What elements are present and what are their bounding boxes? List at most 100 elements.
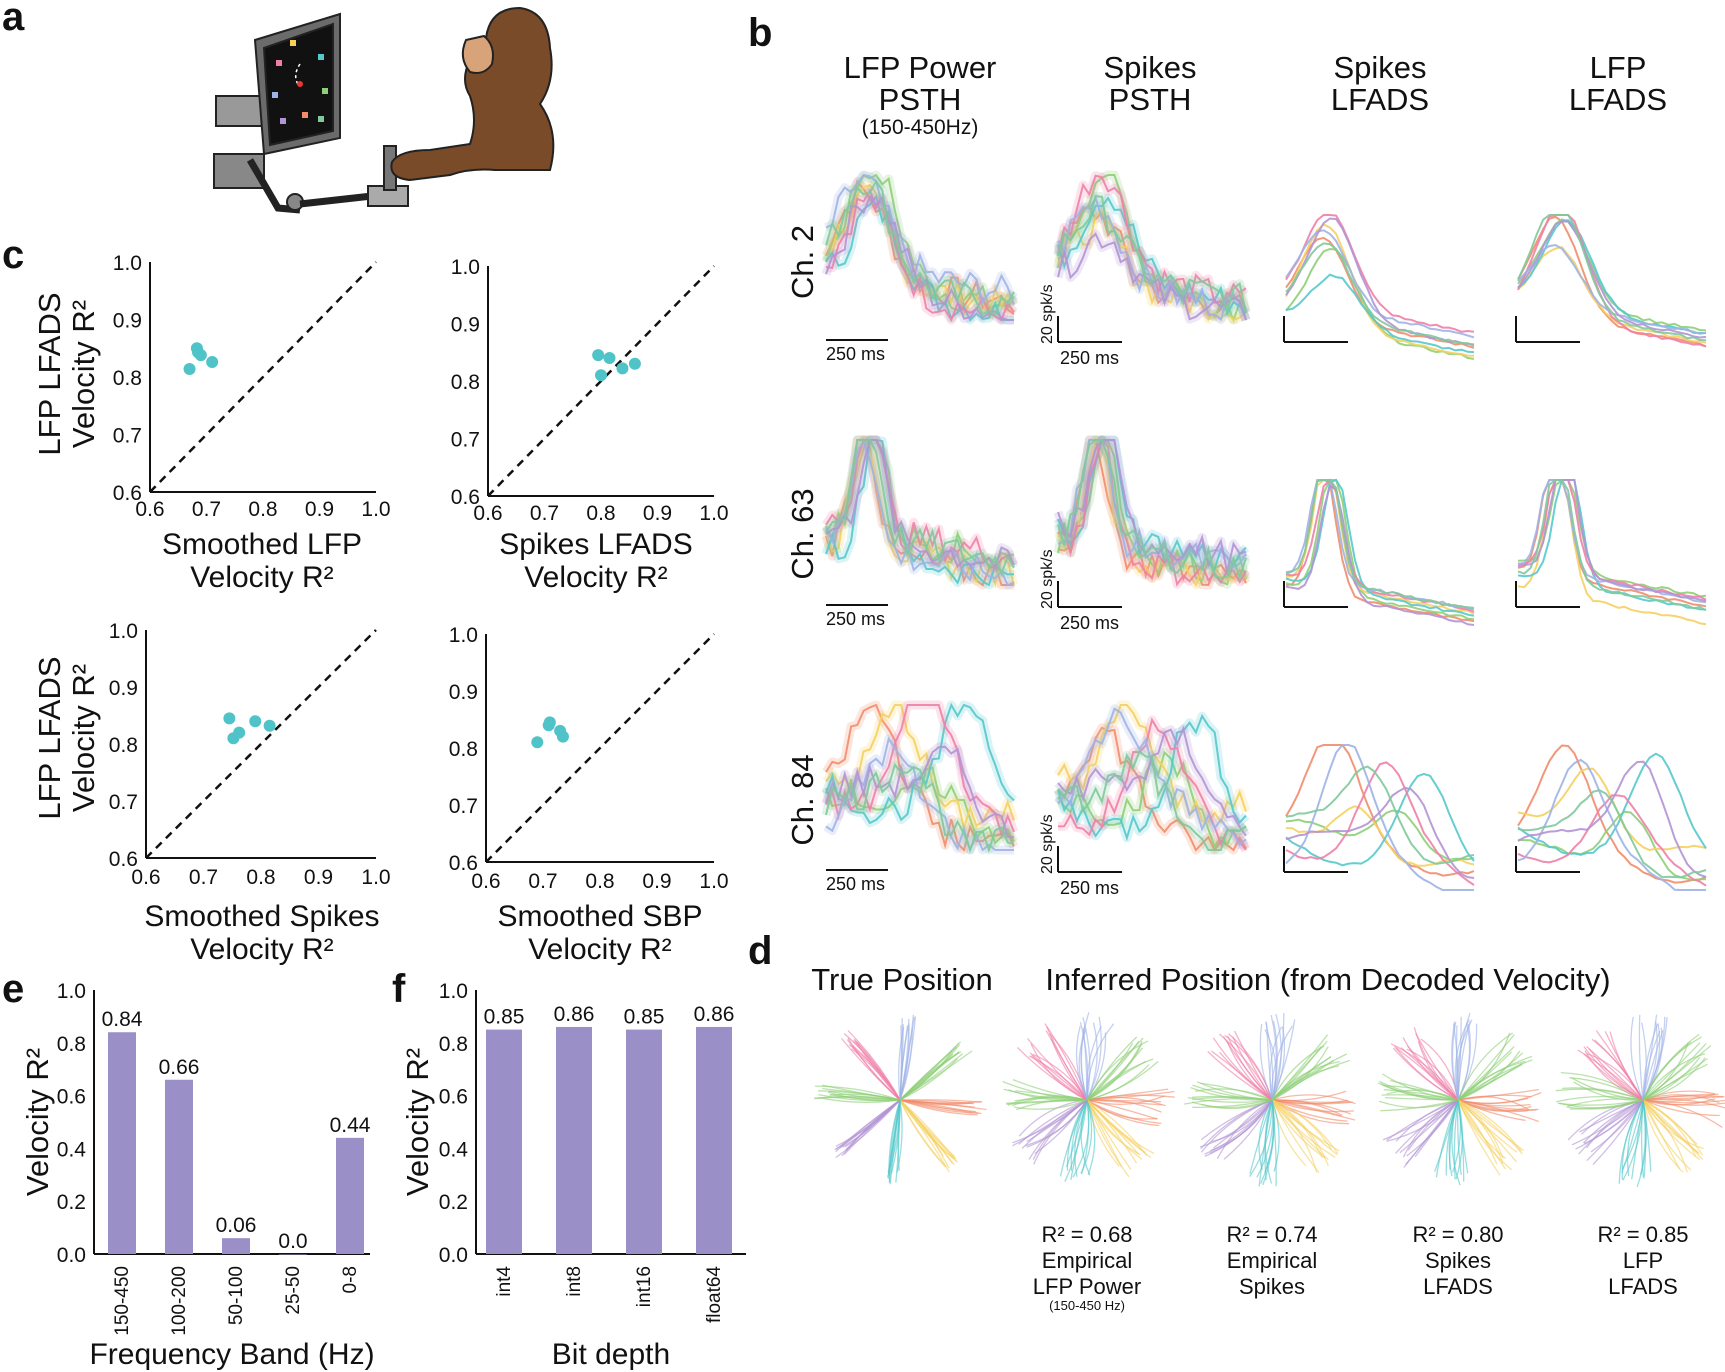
psth-panel [1283, 744, 1475, 891]
value-label: 0.0 [278, 1230, 307, 1253]
trajectory-line [899, 1099, 944, 1157]
trajectory-line [1015, 1090, 1088, 1101]
y-tick-label: 0.4 [57, 1138, 87, 1161]
trajectory-line [1008, 1089, 1088, 1102]
trajectory-label: R² = 0.68 Empirical LFP Power (150-450 H… [1033, 1222, 1141, 1313]
psth-trace [825, 173, 1015, 306]
psth-trace [1285, 761, 1475, 886]
trajectory-line [1086, 1099, 1096, 1175]
col-header-line2: PSTH [1109, 82, 1192, 117]
trajectory-line [1592, 1099, 1644, 1166]
category-label: 50-100 [226, 1266, 247, 1325]
trajectory-line [1583, 1053, 1644, 1101]
trajectory-line [1457, 1050, 1521, 1101]
y-tick-label: 0.9 [113, 310, 142, 333]
trajectory-line [1457, 1046, 1515, 1101]
trajectory-line [1399, 1099, 1459, 1154]
x-axis-label: Bit depth [552, 1338, 670, 1371]
psth-trace [825, 704, 1015, 838]
y-axis-label-line1: LFP LFADS [32, 656, 67, 819]
trajectory-line [1642, 1056, 1701, 1101]
method-label: Spikes [1239, 1274, 1305, 1299]
trajectory-line [1642, 1099, 1703, 1161]
trajectory-line [1086, 1099, 1148, 1157]
method-label: LFP [1623, 1248, 1663, 1273]
psth-trace [825, 439, 1015, 577]
trajectory-line [1378, 1080, 1459, 1101]
col-header-line1: Spikes [1103, 50, 1196, 85]
trajectory-line [1392, 1047, 1459, 1101]
x-tick-label: 0.7 [192, 498, 221, 521]
trajectory-line [827, 1091, 901, 1102]
y-axis-label: Velocity R² [20, 1048, 55, 1196]
trajectory-line [822, 1087, 901, 1101]
psth-trace [1285, 772, 1475, 867]
trajectory-line [1642, 1099, 1684, 1173]
target-square [302, 112, 308, 118]
method-label: Empirical [1042, 1248, 1132, 1273]
trajectory-line [1457, 1032, 1514, 1101]
trajectory-line [1269, 1026, 1282, 1101]
y-axis-label-line1: LFP LFADS [32, 292, 67, 455]
psth-trace [1517, 789, 1707, 879]
x-axis-label-line1: Smoothed SBP [497, 900, 702, 933]
trajectory-burst [1377, 1012, 1542, 1186]
trajectory-line [899, 1051, 960, 1101]
value-label: 0.44 [330, 1114, 371, 1137]
trajectory-line [1457, 1032, 1511, 1101]
y-tick-label: 0.6 [57, 1086, 86, 1109]
panel-b-headers: LFP Power PSTH (150-450Hz) Spikes PSTH S… [785, 50, 1667, 846]
trajectory-line [1457, 1092, 1542, 1105]
panel-c-scatter-plots: LFP LFADS Velocity R² LFP LFADS Velocity… [32, 252, 729, 966]
trajectory-line [1086, 1036, 1138, 1101]
trajectory-line [1457, 1099, 1524, 1152]
trajectory-line [1638, 1014, 1644, 1101]
psth-trace [1517, 214, 1707, 342]
trajectory-line [899, 1027, 913, 1101]
psth-trace [1285, 479, 1475, 621]
psth-trace [1057, 210, 1247, 322]
x-tick-label: 0.9 [305, 498, 334, 521]
trajectory-line [1642, 1063, 1708, 1101]
y-tick-label: 0.7 [109, 791, 138, 814]
scatter-point [556, 730, 569, 743]
trajectory-line [1578, 1099, 1644, 1133]
method-label: LFP Power [1033, 1274, 1141, 1299]
trajectory-line [1642, 1099, 1697, 1158]
psth-trace [1057, 725, 1247, 837]
category-label: int4 [494, 1266, 515, 1297]
y-tick-label: 0.2 [57, 1191, 86, 1214]
psth-trace [1057, 195, 1247, 315]
trajectory-line [1204, 1099, 1273, 1155]
x-tick-label: 0.9 [304, 866, 333, 889]
y-tick-label: 0.6 [451, 486, 480, 509]
target-square [276, 60, 282, 66]
time-scale-label: 250 ms [826, 344, 885, 364]
x-tick-label: 0.7 [189, 866, 218, 889]
psth-trace [1057, 439, 1247, 571]
psth-trace [1517, 479, 1707, 598]
trajectory-line [1013, 1099, 1088, 1110]
category-label: int8 [564, 1266, 585, 1297]
trajectory-line [1271, 1099, 1329, 1167]
trajectory-line [1405, 1099, 1459, 1165]
psth-trace [1057, 704, 1247, 825]
y-tick-label: 0.9 [451, 314, 480, 337]
psth-panel [1283, 478, 1475, 626]
trajectory-line [1258, 1099, 1273, 1187]
value-label: 0.86 [554, 1003, 595, 1026]
psth-trace [1057, 713, 1247, 842]
psth-trace [825, 702, 1015, 825]
bar [279, 1254, 307, 1255]
trajectory-line [1457, 1052, 1524, 1101]
psth-trace [1517, 215, 1707, 348]
trajectory-line [1642, 1099, 1723, 1128]
scatter-point [616, 362, 629, 375]
y-tick-label: 1.0 [451, 256, 480, 279]
trajectory-line [1415, 1033, 1459, 1101]
trajectory-line [1271, 1099, 1280, 1172]
identity-line [149, 261, 377, 493]
psth-trace [825, 439, 1015, 569]
